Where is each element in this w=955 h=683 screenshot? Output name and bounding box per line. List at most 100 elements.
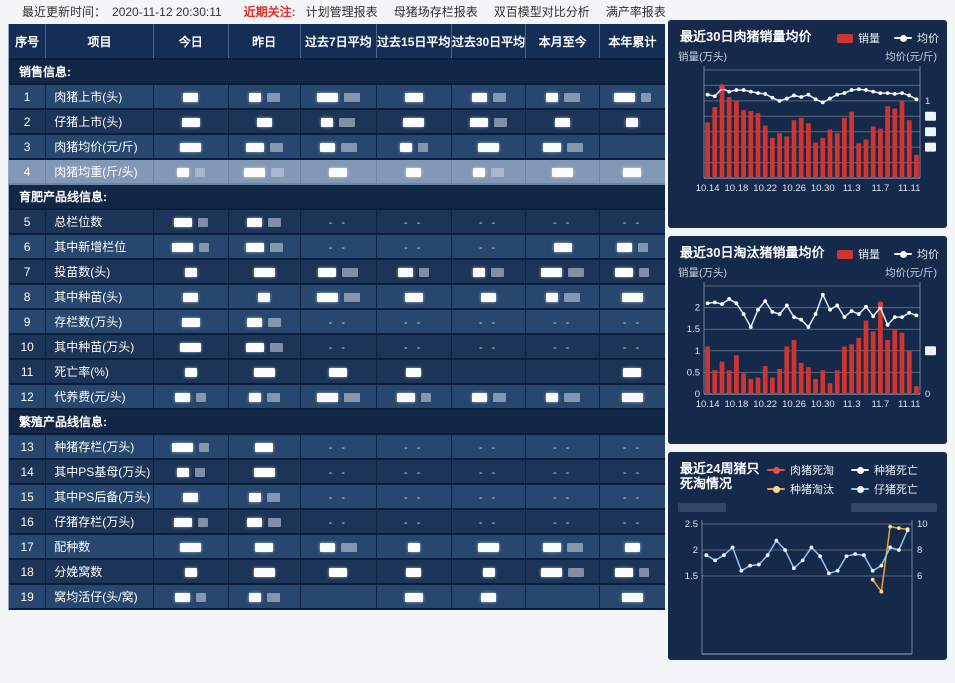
topbar-link[interactable]: 双百模型对比分析 [493, 5, 590, 19]
redacted-value-block [473, 167, 486, 177]
redacted-value-block [471, 92, 487, 102]
redacted-value-block [248, 392, 261, 402]
value-cell: - - [525, 209, 600, 235]
bar [748, 378, 754, 394]
table-row[interactable]: 17 配种数 [9, 534, 665, 560]
row-item-label: 种猪存栏(万头) [45, 434, 154, 460]
value-cell [451, 259, 527, 285]
data-point [914, 97, 919, 102]
table-row[interactable]: 14 其中PS基母(万头) - - - - - - - - - - [9, 459, 665, 485]
table-row[interactable]: 19 窝均活仔(头/窝) [9, 584, 665, 610]
row-index: 19 [9, 584, 47, 610]
data-point [756, 562, 761, 567]
value-cell [153, 434, 229, 460]
header-row: 序号 项目 今日 昨日 过去7日平均 过去15日平均 过去30日平均 本月至今 本年累计 [9, 24, 665, 60]
value-cell: - - [300, 334, 377, 360]
legend-item[interactable]: 仔猪死亡 [851, 481, 927, 497]
redacted-value-block [269, 142, 283, 152]
redacted-axis-tick [925, 346, 936, 356]
redacted-value-block [340, 142, 357, 152]
table-row[interactable]: 1 肉猪上市(头) [9, 84, 665, 110]
no-data-dashes: - - [404, 491, 424, 504]
value-cell: - - [525, 309, 600, 335]
table-row[interactable]: 3 肉猪均价(元/斤) [9, 134, 665, 160]
table-row[interactable]: 16 仔猪存栏(万头) - - - - - - - - - - [9, 509, 665, 535]
value-cell [599, 534, 665, 560]
row-item-label: 肉猪均重(斤/头) [45, 159, 154, 185]
table-row[interactable]: 6 其中新增栏位 - - - - - - [9, 234, 665, 260]
redacted-value-block [316, 392, 338, 402]
bar [892, 108, 898, 178]
redacted-value-block [553, 242, 572, 252]
legend-item[interactable]: 销量 [837, 246, 880, 262]
row-index: 8 [9, 284, 47, 310]
topbar-link[interactable]: 计划管理报表 [305, 5, 378, 19]
legend-item[interactable]: 种猪死亡 [851, 462, 927, 478]
redacted-value-block [255, 542, 274, 552]
table-row[interactable]: 10 其中种苗(万头) - - - - - - - - - - [9, 334, 665, 360]
redacted-value-block [197, 517, 208, 527]
redacted-value-block [245, 342, 264, 352]
redacted-value-block [637, 242, 648, 252]
table-row[interactable]: 11 死亡率(%) [9, 359, 665, 385]
table-row[interactable]: 4 肉猪均重(斤/头) [9, 159, 665, 185]
chart-plot[interactable]: 21.510.50 010.14 10.18 10.22 10.26 10.30 11.3 1… [668, 280, 947, 422]
chart-plot[interactable]: 1 10.14 10.18 10.22 10.26 10.30 11.3 11.7 11.11 [668, 64, 947, 206]
table-row[interactable]: 13 种猪存栏(万头) - - - - - - - - - - [9, 434, 665, 460]
legend-bar-icon [837, 249, 853, 259]
data-point [879, 563, 884, 568]
value-cell [153, 109, 229, 135]
redacted-value-block [319, 142, 335, 152]
bar [784, 346, 790, 394]
no-data-dashes: - - [478, 316, 499, 329]
chart-plot[interactable]: 2.5 2 1.5 10 8 6 [668, 515, 947, 683]
data-point [842, 91, 847, 96]
bar [762, 125, 768, 178]
bar [748, 110, 754, 178]
redacted-value-block [268, 517, 282, 527]
value-cell [525, 134, 600, 160]
row-index: 9 [9, 309, 47, 335]
redacted-value-block [470, 117, 489, 127]
topbar-link[interactable]: 母猪场存栏报表 [393, 5, 478, 19]
table-row[interactable]: 12 代养费(元/头) [9, 384, 665, 410]
table-row[interactable]: 15 其中PS后备(万头) - - - - - - - - - - [9, 484, 665, 510]
redacted-value-block [342, 267, 359, 277]
bar [719, 361, 725, 394]
value-cell [599, 284, 665, 310]
data-point [885, 91, 890, 96]
table-row[interactable]: 2 仔猪上市(头) [9, 109, 665, 135]
data-point [704, 553, 709, 558]
legend-item[interactable]: 销量 [837, 30, 880, 46]
data-point [783, 548, 788, 552]
redacted-value-block [623, 367, 642, 377]
redacted-value-block [407, 542, 420, 552]
table-row[interactable]: 5 总栏位数 - - - - - - - - - - [9, 209, 665, 235]
focus-label: 近期关注: [243, 5, 296, 19]
value-cell [599, 234, 665, 260]
legend-item[interactable]: 种猪淘汰 [767, 481, 843, 497]
no-data-dashes: - - [622, 341, 643, 354]
legend-item[interactable]: 肉猪死淘 [767, 462, 843, 478]
redacted-value-block [183, 292, 199, 302]
legend-item[interactable]: 均价 [894, 30, 939, 46]
no-data-dashes: - - [328, 441, 348, 454]
legend-item[interactable]: 均价 [894, 246, 939, 262]
value-cell [525, 284, 600, 310]
redacted-value-block [329, 167, 348, 177]
redacted-value-block [563, 392, 580, 402]
no-data-dashes: - - [328, 316, 348, 329]
table-row[interactable]: 9 存栏数(万头) - - - - - - - - - - [9, 309, 665, 335]
no-data-dashes: - - [552, 341, 573, 354]
value-cell [451, 109, 527, 135]
table-row[interactable]: 7 投苗数(头) [9, 259, 665, 285]
redacted-value-block [318, 267, 337, 277]
bar [856, 143, 862, 178]
value-cell: - - [300, 509, 377, 535]
table-row[interactable]: 8 其中种苗(头) [9, 284, 665, 310]
y-axis-left-label: 销量(万头) [678, 51, 727, 63]
redacted-value-block [343, 392, 360, 402]
no-data-dashes: - - [404, 441, 424, 454]
data-point [748, 563, 753, 568]
topbar-link[interactable]: 满产率报表 [605, 5, 666, 19]
